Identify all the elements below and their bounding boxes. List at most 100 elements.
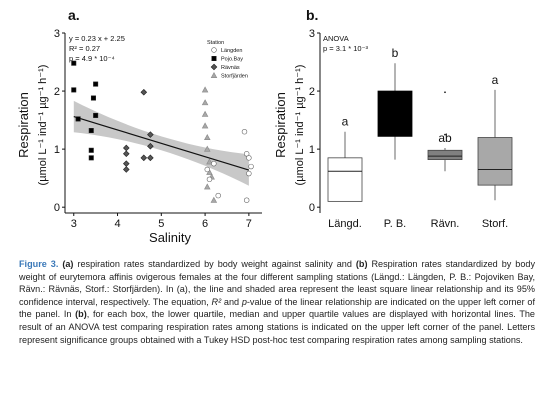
data-point (147, 142, 154, 150)
box-outlier (444, 133, 446, 136)
figure-3: a. Respiration (µmol L⁻¹ ind⁻¹ µg⁻¹ h⁻¹)… (16, 7, 513, 245)
data-point (215, 192, 221, 199)
panel-b-ylabel-line1: Respiration (273, 92, 288, 158)
box-iqr (427, 149, 463, 160)
data-point (93, 81, 99, 87)
significance-letter: b (392, 46, 399, 60)
data-point (210, 196, 218, 203)
panel-a: a. Respiration (µmol L⁻¹ ind⁻¹ µg⁻¹ h⁻¹)… (16, 7, 262, 245)
legend-marker (210, 63, 218, 71)
panel-a-stats: y = 0.23 x + 2.25 R² = 0.27 p = 4.9 * 10… (69, 34, 125, 63)
stat-anova-p: p = 3.1 * 10⁻³ (323, 44, 369, 53)
data-point (123, 166, 130, 173)
panel-a-axes (64, 33, 262, 214)
caption-text: , for each box, the lower quartile, medi… (19, 309, 535, 345)
panel-b: b. Respiration (µmol L⁻¹ ind⁻¹ µg⁻¹ h⁻¹)… (273, 7, 513, 230)
stat-anova: ANOVA (323, 34, 349, 43)
data-point (246, 155, 252, 161)
y-tick-label: 1 (54, 144, 60, 156)
y-tick-label: 0 (54, 202, 60, 214)
x-tick-label: 3 (71, 218, 77, 230)
data-point (211, 160, 217, 167)
panel-a-points (71, 60, 254, 203)
data-point (71, 87, 77, 93)
x-tick-label: Storf. (482, 218, 508, 230)
data-point (147, 131, 154, 138)
panel-a-ylabel-line2: (µmol L⁻¹ ind⁻¹ µg⁻¹ h⁻¹) (37, 65, 49, 186)
data-point (204, 166, 210, 173)
x-tick-label: P. B. (384, 218, 406, 230)
panel-a-ticks: 3 4 5 6 7 0 1 2 3 (54, 28, 252, 230)
caption-a-label: (a) (62, 259, 74, 269)
data-point (201, 110, 209, 117)
box-iqr (327, 157, 363, 202)
data-point (88, 128, 94, 134)
x-tick-label: 5 (158, 218, 164, 230)
caption-text: Respiration rates standardized by body w… (19, 259, 536, 307)
data-point (243, 197, 250, 203)
legend-item-label: Pojo.Bay (221, 57, 243, 63)
caption-text: respiration rates standardized by body w… (73, 259, 356, 269)
y-tick-label: 0 (309, 202, 315, 214)
legend-marker (210, 72, 218, 78)
x-tick-label: 4 (114, 218, 120, 230)
legend-item-label: Längden (221, 48, 242, 54)
stat-r2: R² = 0.27 (69, 44, 100, 53)
data-point (93, 112, 99, 118)
caption-b-label: (b) (355, 259, 368, 269)
data-point (71, 60, 77, 66)
data-point (206, 176, 213, 183)
regression-line (73, 116, 250, 171)
legend-item-label: Rävnäs (221, 65, 240, 71)
x-tick-label: Rävn. (431, 218, 460, 230)
data-point (147, 154, 154, 162)
caption-b-label: (b) (75, 309, 87, 320)
y-tick-label: 2 (309, 86, 315, 98)
data-point (248, 163, 254, 170)
panel-a-xlabel: Salinity (149, 230, 191, 245)
data-point (201, 122, 209, 129)
caption-text: and (221, 296, 242, 307)
significance-letter: ab (438, 131, 452, 145)
box-outlier (444, 91, 446, 94)
panel-a-legend: Station Längden Pojo.Bay Rävnäs Storfjärden (207, 40, 248, 80)
data-point (201, 86, 209, 93)
panel-b-label: b. (306, 7, 318, 23)
caption-r2: R² (211, 296, 222, 307)
significance-letter: a (492, 73, 499, 87)
box-iqr (377, 90, 413, 137)
panel-b-ylabel-line2: (µmol L⁻¹ ind⁻¹ µg⁻¹ h⁻¹) (294, 65, 306, 186)
caption-figure-label: Figure 3. (19, 259, 59, 269)
data-point (75, 116, 81, 122)
data-point (201, 99, 209, 106)
legend-marker (211, 55, 217, 61)
x-tick-label: 6 (202, 218, 208, 230)
regression-fit-line (73, 116, 250, 171)
data-point (88, 155, 94, 161)
data-point (204, 145, 211, 152)
y-tick-label: 1 (309, 144, 315, 156)
panel-b-stats: ANOVA p = 3.1 * 10⁻³ (323, 34, 369, 53)
legend-marker (211, 47, 217, 53)
data-point (140, 88, 148, 96)
data-point (206, 158, 213, 165)
data-point (90, 95, 96, 101)
panel-b-ticks: 0 1 2 3 Längd. P. B. Rävn. Storf. (309, 28, 508, 230)
y-tick-label: 2 (54, 86, 60, 98)
stat-equation: y = 0.23 x + 2.25 (69, 34, 125, 43)
x-tick-label: Längd. (328, 218, 362, 230)
y-tick-label: 3 (54, 28, 60, 40)
box-iqr (477, 137, 513, 186)
legend-item-label: Storfjärden (221, 74, 248, 80)
data-point (140, 154, 148, 162)
data-point (123, 150, 130, 158)
legend-title: Station (207, 40, 224, 46)
figure-caption: Figure 3. (a) respiration rates standard… (19, 258, 535, 346)
data-point (204, 183, 211, 190)
data-point (88, 147, 94, 153)
stat-p: p = 4.9 * 10⁻⁴ (69, 54, 115, 63)
panel-a-ylabel-line1: Respiration (16, 92, 31, 158)
caption-text: -value of the linear relationship are in… (19, 296, 535, 320)
y-tick-label: 3 (309, 28, 315, 40)
